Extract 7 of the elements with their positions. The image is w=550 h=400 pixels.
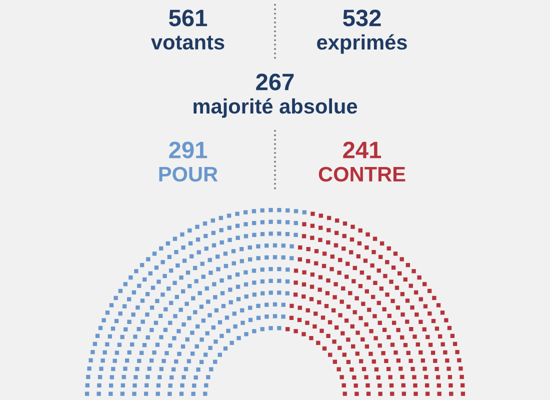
data-label: 291 — [169, 142, 208, 158]
text: 532 exprimés — [317, 10, 407, 54]
text: 267 majorité absolue — [194, 74, 358, 118]
category-label: CONTRE — [318, 166, 406, 182]
category-label: POUR — [159, 166, 218, 182]
data-label: 241 — [343, 142, 382, 158]
text: 561 votants — [151, 10, 224, 50]
